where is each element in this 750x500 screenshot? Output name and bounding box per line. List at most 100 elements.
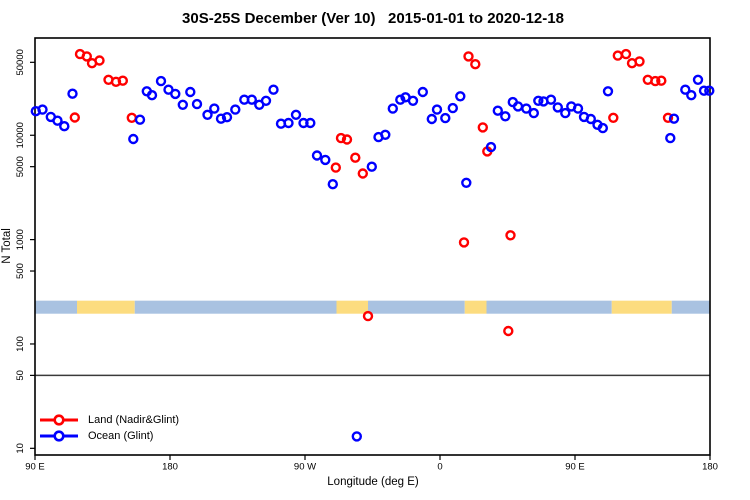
x-axis-label: Longitude (deg E): [327, 476, 419, 488]
data-point-ocean: [698, 85, 710, 96]
band-segment-land: [464, 300, 487, 314]
data-point-ocean: [230, 104, 241, 115]
band-segment-land: [336, 300, 368, 314]
data-point-ocean: [692, 74, 704, 86]
data-point-ocean: [417, 86, 428, 98]
data-point-ocean: [311, 150, 323, 161]
data-point-ocean: [440, 112, 451, 124]
data-point-ocean: [52, 115, 63, 126]
data-point-ocean: [665, 132, 676, 144]
data-point-land: [330, 162, 341, 173]
data-point-ocean: [704, 85, 715, 96]
y-tick-label: 10: [15, 443, 26, 454]
data-point-ocean: [380, 129, 391, 141]
data-point-ocean: [602, 86, 614, 97]
data-point-ocean: [268, 84, 279, 95]
band-segment-ocean: [134, 300, 337, 314]
data-point-land: [470, 58, 481, 70]
data-point-ocean: [560, 107, 571, 119]
data-point-ocean: [447, 102, 458, 114]
data-point-land: [335, 132, 347, 144]
data-point-land: [350, 152, 361, 163]
data-point-land: [362, 310, 374, 322]
data-point-land: [650, 75, 661, 87]
legend-ocean-label: Ocean (Glint): [88, 429, 154, 442]
plot-box: [34, 37, 711, 456]
data-point-land: [94, 55, 105, 66]
data-point-ocean: [191, 98, 203, 110]
band-segment-ocean: [368, 300, 465, 314]
data-point-ocean: [395, 94, 406, 105]
data-point-ocean: [170, 88, 181, 100]
data-point-land: [81, 51, 93, 62]
legend-item-ocean: Ocean (Glint): [38, 428, 179, 443]
data-point-ocean: [221, 111, 233, 123]
y-tick-label: 50: [15, 370, 26, 381]
band-segment-ocean: [671, 300, 710, 314]
data-point-ocean: [431, 104, 443, 115]
data-point-ocean: [146, 89, 158, 101]
y-tick-label: 50000: [15, 49, 26, 75]
x-tick-label: 90 W: [294, 462, 316, 473]
data-point-ocean: [597, 122, 608, 134]
data-point-ocean: [305, 117, 316, 129]
data-point-ocean: [686, 89, 697, 101]
data-point-ocean: [185, 86, 196, 98]
data-point-ocean: [552, 102, 563, 113]
data-point-ocean: [320, 154, 331, 166]
data-point-land: [505, 230, 516, 241]
band-segment-land: [611, 300, 672, 314]
y-tick-label: 500: [15, 263, 26, 279]
data-point-ocean: [545, 94, 557, 105]
data-point-ocean: [366, 161, 377, 172]
x-tick-label: 90 E: [565, 462, 585, 473]
data-point-ocean: [461, 177, 472, 189]
data-point-ocean: [485, 141, 497, 153]
data-point-ocean: [500, 111, 511, 122]
data-point-ocean: [134, 114, 146, 125]
data-point-ocean: [528, 107, 539, 119]
data-point-land: [69, 112, 81, 123]
data-point-land: [662, 112, 674, 124]
data-point-land: [126, 112, 138, 124]
y-tick-label: 1000: [15, 229, 26, 250]
y-tick-label: 10000: [15, 122, 26, 148]
x-tick-label: 90 E: [25, 462, 45, 473]
data-point-ocean: [407, 95, 419, 107]
data-point-ocean: [298, 117, 309, 129]
data-point-ocean: [215, 113, 227, 124]
data-point-ocean: [177, 99, 189, 111]
data-point-ocean: [283, 117, 294, 129]
data-point-land: [656, 75, 667, 86]
data-point-ocean: [37, 104, 48, 115]
data-point-ocean: [67, 88, 78, 99]
chart-title: 30S-25S December (Ver 10) 2015-01-01 to …: [182, 10, 564, 27]
data-point-ocean: [492, 105, 503, 116]
y-tick-label: 100: [15, 336, 26, 352]
data-point-ocean: [128, 133, 139, 145]
legend-land-label: Land (Nadir&Glint): [88, 413, 180, 426]
x-tick-label: 0: [437, 462, 442, 473]
band-segment-land: [77, 300, 135, 314]
data-point-ocean: [351, 431, 362, 442]
data-point-ocean: [209, 103, 220, 114]
data-point-ocean: [585, 113, 596, 125]
data-point-ocean: [387, 103, 398, 114]
data-point-ocean: [327, 178, 338, 190]
x-tick-label: 180: [162, 462, 178, 473]
data-point-land: [357, 168, 368, 179]
legend-ocean-marker-icon: [40, 429, 78, 442]
data-point-ocean: [59, 120, 70, 132]
data-point-land: [608, 112, 619, 124]
data-point-ocean: [455, 91, 466, 102]
data-point-land: [117, 75, 129, 86]
data-point-ocean: [521, 103, 532, 114]
data-point-land: [458, 237, 470, 248]
data-point-ocean: [668, 113, 680, 124]
data-point-ocean: [572, 103, 584, 114]
data-point-ocean: [290, 109, 302, 121]
data-point-ocean: [680, 84, 691, 95]
data-point-land: [620, 48, 632, 60]
